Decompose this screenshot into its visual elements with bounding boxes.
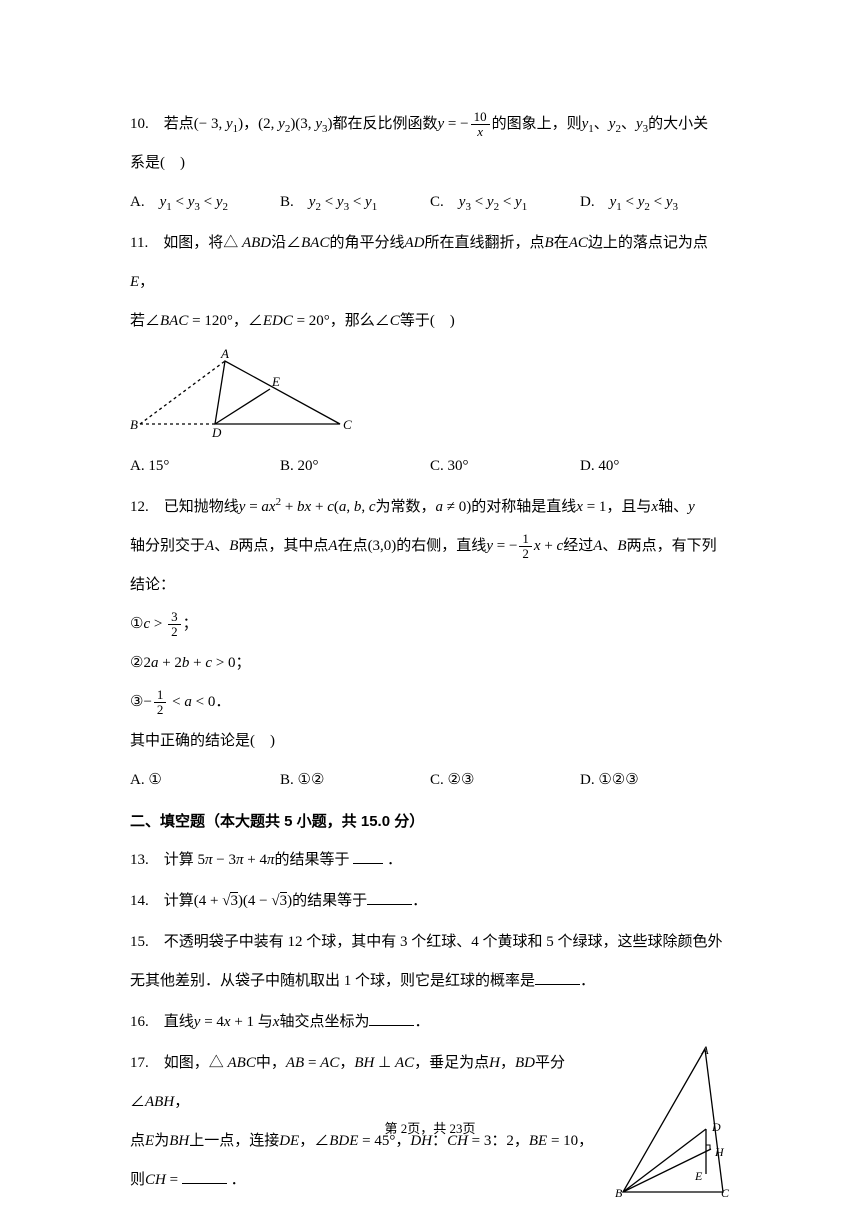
question-10: 10. 若点(− 3, y1)，(2, y2)(3, y3)都在反比例函数y =… — [130, 105, 730, 222]
svg-text:C: C — [721, 1186, 730, 1199]
svg-text:A: A — [220, 349, 229, 361]
q12-line3: 结论： — [130, 566, 730, 605]
q11-options: A. 15° B. 20° C. 30° D. 40° — [130, 447, 730, 486]
question-14: 14. 计算(4 + √3)(4 − √3)的结果等于． — [130, 882, 730, 921]
q10-optC: C. y3 < y2 < y1 — [430, 183, 580, 222]
page-footer: 第 2页，共 23页 — [0, 1112, 860, 1146]
svg-text:C: C — [343, 417, 352, 432]
q11-optC: C. 30° — [430, 447, 580, 486]
q11-line2: 若∠BAC = 120°，∠EDC = 20°，那么∠C等于( ) — [130, 302, 730, 341]
svg-text:A: A — [700, 1044, 709, 1057]
q10-optB: B. y2 < y3 < y1 — [280, 183, 430, 222]
svg-text:E: E — [694, 1169, 703, 1183]
q11-optB: B. 20° — [280, 447, 430, 486]
question-13: 13. 计算 5π − 3π + 4π的结果等于 ． — [130, 841, 730, 880]
q12-optC: C. ②③ — [430, 761, 580, 800]
question-15: 15. 不透明袋子中装有 12 个球，其中有 3 个红球、4 个黄球和 5 个绿… — [130, 923, 730, 1001]
q12-optD: D. ①②③ — [580, 761, 730, 800]
q11-optD: D. 40° — [580, 447, 730, 486]
q12-last: 其中正确的结论是( ) — [130, 722, 730, 761]
q10-optD: D. y1 < y2 < y3 — [580, 183, 730, 222]
q12-line1: 12. 已知抛物线y = ax2 + bx + c(a, b, c为常数，a ≠… — [130, 488, 730, 527]
section-2-title: 二、填空题（本大题共 5 小题，共 15.0 分） — [130, 802, 730, 841]
q12-line2: 轴分别交于A、B两点，其中点A在点(3,0)的右侧，直线y = −12x + c… — [130, 527, 730, 566]
page-content: 10. 若点(− 3, y1)，(2, y2)(3, y3)都在反比例函数y =… — [0, 0, 860, 1200]
q12-options: A. ① B. ①② C. ②③ D. ①②③ — [130, 761, 730, 800]
q10-line2: 系是( ) — [130, 144, 730, 183]
svg-text:B: B — [615, 1186, 623, 1199]
question-16: 16. 直线y = 4x + 1 与x轴交点坐标为． — [130, 1003, 730, 1042]
q15-line2: 无其他差别．从袋子中随机取出 1 个球，则它是红球的概率是． — [130, 962, 730, 1001]
q12-item3: ③−12 < a < 0． — [130, 683, 730, 722]
q10-options: A. y1 < y3 < y2 B. y2 < y3 < y1 C. y3 < … — [130, 183, 730, 222]
svg-text:H: H — [714, 1145, 725, 1159]
question-11: 11. 如图，将△ ABD沿∠BAC的角平分线AD所在直线翻折，点B在AC边上的… — [130, 224, 730, 486]
q11-optA: A. 15° — [130, 447, 280, 486]
q15-line1: 15. 不透明袋子中装有 12 个球，其中有 3 个红球、4 个黄球和 5 个绿… — [130, 923, 730, 962]
triangle-figure-icon: A B C D E — [130, 349, 360, 439]
svg-text:D: D — [211, 425, 222, 439]
q10-optA: A. y1 < y3 < y2 — [130, 183, 280, 222]
q12-item2: ②2a + 2b + c > 0； — [130, 644, 730, 683]
q12-optA: A. ① — [130, 761, 280, 800]
q12-optB: B. ①② — [280, 761, 430, 800]
svg-text:E: E — [271, 374, 280, 389]
question-12: 12. 已知抛物线y = ax2 + bx + c(a, b, c为常数，a ≠… — [130, 488, 730, 800]
q11-figure: A B C D E — [130, 349, 730, 439]
svg-text:B: B — [130, 417, 138, 432]
q11-line1: 11. 如图，将△ ABD沿∠BAC的角平分线AD所在直线翻折，点B在AC边上的… — [130, 224, 730, 302]
q12-item1: ①c > 32； — [130, 605, 730, 644]
